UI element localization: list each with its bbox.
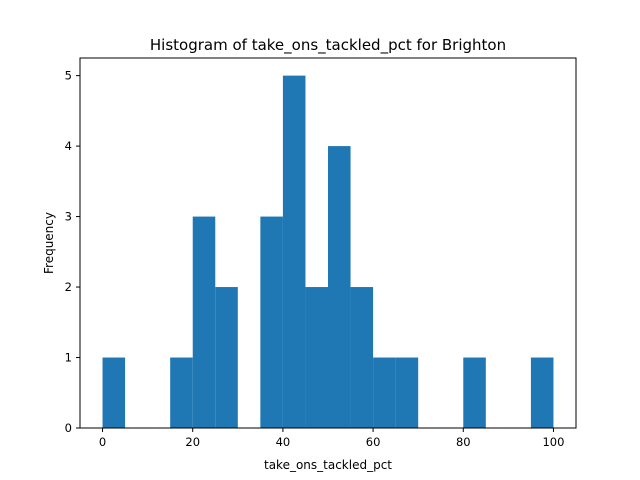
bars-group — [102, 75, 554, 428]
y-tick-label: 5 — [65, 69, 72, 83]
histogram-bar — [350, 287, 374, 428]
chart-title: Histogram of take_ons_tackled_pct for Br… — [150, 36, 506, 55]
y-axis-label: Frequency — [42, 212, 56, 274]
y-tick-label: 0 — [65, 421, 72, 435]
histogram-bar — [192, 216, 216, 428]
y-tick-label: 2 — [65, 280, 72, 294]
histogram-bar — [282, 75, 306, 428]
x-tick-label: 40 — [276, 435, 291, 449]
plot-frame — [79, 57, 577, 429]
y-tick-label: 4 — [65, 139, 72, 153]
x-axis-label: take_ons_tackled_pct — [264, 458, 392, 472]
x-tick-label: 100 — [542, 435, 564, 449]
x-tick-label: 60 — [366, 435, 381, 449]
x-axis: 0 20 40 60 80 100 — [99, 428, 564, 449]
histogram-bar — [328, 146, 351, 428]
x-tick-label: 0 — [99, 435, 106, 449]
histogram-bar — [260, 216, 283, 428]
histogram-bar — [215, 287, 238, 428]
histogram-bar — [102, 357, 126, 428]
histogram-bar — [463, 357, 486, 428]
y-tick-label: 1 — [65, 351, 72, 365]
histogram-bar — [305, 287, 328, 428]
histogram-bar — [395, 357, 419, 428]
x-tick-label: 20 — [185, 435, 200, 449]
histogram-bar — [170, 357, 193, 428]
histogram-bar — [373, 357, 396, 428]
histogram-bar — [530, 357, 554, 428]
y-axis: 0 1 2 3 4 5 — [65, 69, 80, 435]
y-tick-label: 3 — [65, 210, 72, 224]
x-tick-label: 80 — [456, 435, 471, 449]
